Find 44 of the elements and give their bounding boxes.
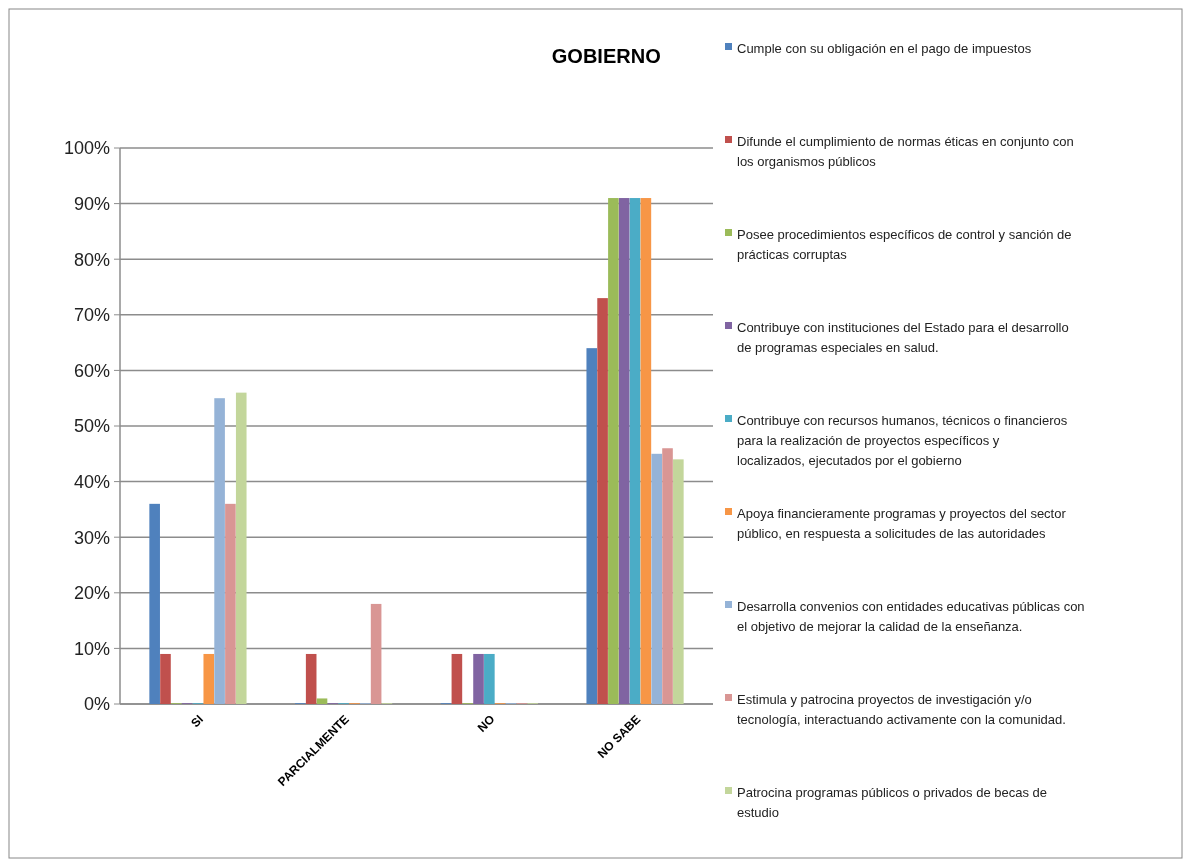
legend-label: Cumple con su obligación en el pago de impuestos (737, 40, 1032, 56)
bar (618, 198, 630, 704)
bar (316, 698, 328, 704)
bar (651, 453, 662, 704)
bar (451, 653, 463, 704)
bar (305, 653, 317, 704)
bar (160, 653, 171, 704)
bar (214, 398, 225, 704)
legend-label: Patrocina programas públicos o privados de becas de estudio (737, 784, 1048, 820)
y-tick-label: 80% (73, 249, 110, 270)
bar (586, 348, 598, 704)
y-tick-label: 0% (83, 694, 110, 715)
y-tick-label: 40% (73, 471, 110, 492)
legend-label: Apoya financieramente programas y proyectos del sector público, en respuesta a solicitudes de las autoridades (737, 505, 1067, 541)
bar (149, 503, 160, 704)
y-tick-label: 50% (73, 416, 110, 437)
legend-label: Estimula y patrocina proyectos de investigación y/o tecnología, interactuando activamente con la comunidad. (737, 691, 1066, 727)
bar (235, 392, 247, 704)
bar (629, 198, 641, 704)
chart-title: GOBIERNO (551, 45, 661, 67)
y-tick-label: 30% (73, 527, 110, 548)
bar (484, 653, 495, 704)
legend-label: Contribuye con instituciones del Estado para el desarrollo de programas especiales en salud. (737, 319, 1069, 355)
bar (673, 459, 684, 704)
x-tick-label: SI (188, 712, 207, 731)
bar (370, 603, 382, 704)
y-tick-label: 10% (73, 638, 110, 659)
bar (597, 298, 608, 704)
y-tick-label: 90% (73, 193, 110, 214)
x-tick-label: NO (474, 712, 498, 735)
legend-label: Desarrolla convenios con entidades educativas públicas con el objetivo de mejorar la calidad de la enseñanza. (737, 598, 1085, 634)
bar (640, 198, 652, 704)
y-tick-label: 70% (73, 305, 110, 326)
bar (473, 653, 484, 704)
bar (225, 503, 236, 704)
y-tick-label: 20% (73, 583, 110, 604)
bar (203, 653, 215, 704)
legend-label: Contribuye con recursos humanos, técnicos o financieros para la realización de proyectos específicos y localizados, ejecutados por el gobierno (737, 412, 1068, 468)
bar (608, 198, 619, 704)
y-tick-label: 60% (73, 360, 110, 381)
legend-label: Posee procedimientos específicos de control y sanción de prácticas corruptas (737, 226, 1072, 262)
legend-label: Difunde el cumplimiento de normas éticas en conjunto con los organismos públicos (737, 133, 1074, 169)
bar (662, 448, 673, 704)
y-tick-label: 100% (63, 138, 110, 159)
